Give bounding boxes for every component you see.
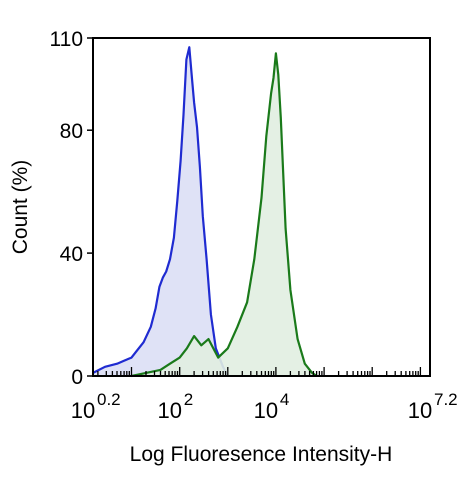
x-tick-exponent: 7.2 [434, 390, 458, 409]
series-1-line [92, 46, 229, 377]
x-tick-label: 10 7.2 [408, 390, 458, 423]
x-tick-exponent: 0.2 [97, 390, 121, 409]
series-1-area [93, 47, 228, 376]
y-tick-label: 0 [71, 366, 83, 389]
y-axis-ticks: 0 40 80 110 [50, 28, 93, 389]
series-2-line [131, 52, 318, 378]
x-axis-ticks: 10 0.2 10 2 10 4 10 7.2 [71, 367, 458, 423]
x-axis-title: Log Fluoresence Intensity-H [130, 443, 393, 466]
series-2-area [131, 53, 317, 377]
x-tick-label: 10 2 [157, 390, 193, 423]
y-tick-label: 40 [60, 243, 83, 266]
x-tick-label: 10 4 [254, 390, 290, 423]
x-tick-exponent: 2 [184, 390, 193, 409]
y-tick-label: 110 [50, 28, 83, 51]
x-tick-exponent: 4 [280, 390, 289, 409]
y-axis-title: Count (%) [9, 160, 32, 255]
x-tick-base: 10 [408, 398, 432, 423]
x-tick-base: 10 [157, 398, 181, 423]
x-tick-label: 10 0.2 [71, 390, 121, 423]
x-tick-base: 10 [254, 398, 278, 423]
x-tick-base: 10 [71, 398, 95, 423]
y-tick-label: 80 [60, 120, 83, 143]
series-layer [92, 46, 318, 378]
